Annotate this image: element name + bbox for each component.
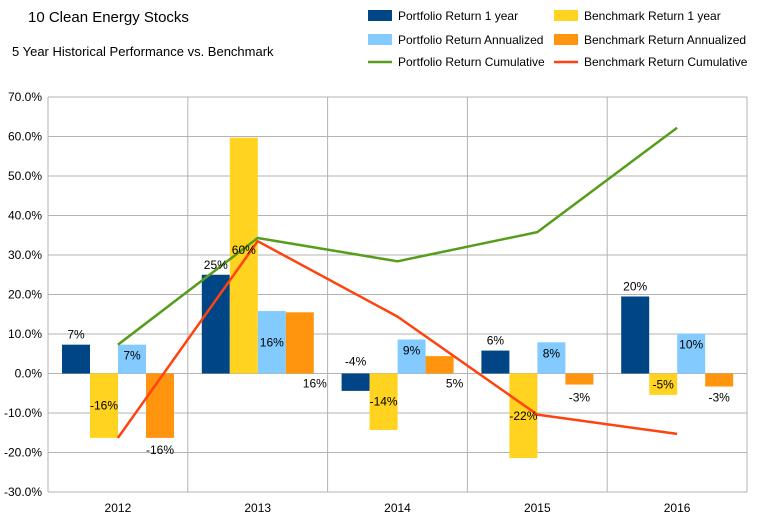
legend-swatch: [554, 34, 578, 45]
data-label: -3%: [709, 391, 731, 405]
y-tick-label: 50.0%: [8, 169, 42, 183]
x-tick-label: 2016: [664, 501, 691, 515]
bar: [285, 312, 314, 374]
bar: [649, 373, 678, 395]
data-label: -16%: [146, 443, 174, 457]
data-label: 7%: [123, 349, 141, 363]
data-label: 60%: [232, 243, 256, 257]
series-line: [116, 239, 678, 439]
lines: [116, 126, 678, 439]
legend-swatch: [554, 10, 578, 21]
bar: [146, 373, 174, 438]
data-label: -14%: [370, 395, 398, 409]
legend: Portfolio Return 1 year Benchmark Return …: [368, 9, 748, 69]
bar: [257, 311, 286, 374]
legend-entry: Portfolio Return Annualized: [398, 33, 543, 47]
bar: [369, 373, 398, 430]
data-label: -22%: [509, 409, 537, 423]
data-label: 7%: [67, 328, 85, 342]
data-label: -16%: [90, 399, 118, 413]
y-tick-label: -30.0%: [4, 485, 42, 499]
grid: [47, 96, 748, 493]
data-label: 10%: [679, 338, 703, 352]
bar: [509, 373, 538, 459]
bar: [537, 342, 566, 374]
bar: [677, 333, 706, 374]
legend-swatch: [368, 10, 392, 21]
x-tick-label: 2013: [244, 501, 271, 515]
x-tick-label: 2014: [384, 501, 411, 515]
legend-entry: Benchmark Return 1 year: [584, 9, 721, 23]
bar: [705, 373, 734, 387]
bar: [90, 373, 118, 438]
bar: [118, 344, 146, 374]
series-line: [117, 126, 678, 346]
data-label: 16%: [303, 377, 327, 391]
data-label: 20%: [623, 279, 647, 293]
y-tick-label: 20.0%: [8, 288, 42, 302]
data-label: 6%: [487, 334, 505, 348]
bar: [481, 350, 510, 374]
y-tick-label: -20.0%: [4, 446, 42, 460]
chart-title: 10 Clean Energy Stocks: [28, 9, 189, 26]
legend-swatch: [368, 34, 392, 45]
data-label: 9%: [403, 344, 421, 358]
y-tick-label: -10.0%: [4, 406, 42, 420]
data-label: 25%: [204, 258, 228, 272]
data-label: -4%: [345, 355, 367, 369]
y-tick-label: 10.0%: [8, 327, 42, 341]
data-label: 8%: [543, 346, 561, 360]
data-label: 16%: [260, 335, 284, 349]
legend-entry: Portfolio Return Cumulative: [398, 55, 545, 69]
data-label: 5%: [446, 377, 464, 391]
bar: [621, 296, 650, 374]
bar: [201, 274, 230, 374]
legend-entry: Benchmark Return Cumulative: [584, 55, 748, 69]
data-label: -5%: [653, 378, 675, 392]
x-tick-label: 2012: [105, 501, 132, 515]
chart-subtitle: 5 Year Historical Performance vs. Benchm…: [12, 44, 274, 59]
data-label: -3%: [569, 391, 591, 405]
bar: [341, 373, 370, 391]
y-tick-label: 60.0%: [8, 130, 42, 144]
data-labels: 7% 25% -4% 6% 20% -16% 60% -14% -22% -5% 7% 16% 9% 8%…: [67, 243, 730, 457]
y-tick-label: 40.0%: [8, 209, 42, 223]
legend-entry: Portfolio Return 1 year: [398, 9, 518, 23]
y-tick-label: 30.0%: [8, 248, 42, 262]
legend-entry: Benchmark Return Annualized: [584, 33, 746, 47]
x-tick-label: 2015: [524, 501, 551, 515]
y-tick-label: 70.0%: [8, 90, 42, 104]
axes: -30.0% -20.0% -10.0% 0.0% 10.0% 20.0% 30.0% 40.…: [4, 90, 691, 515]
bar: [62, 344, 90, 374]
bar: [565, 373, 594, 385]
bar: [397, 339, 426, 374]
y-tick-label: 0.0%: [15, 367, 43, 381]
bars: [62, 137, 734, 459]
bar: [425, 356, 454, 374]
